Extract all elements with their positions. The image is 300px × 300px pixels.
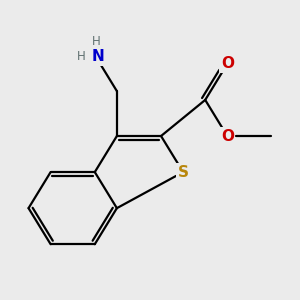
- Text: H: H: [76, 50, 85, 63]
- Text: S: S: [178, 165, 189, 180]
- Text: O: O: [221, 128, 234, 143]
- Text: H: H: [92, 34, 101, 48]
- Text: O: O: [221, 56, 234, 71]
- Text: N: N: [92, 50, 105, 64]
